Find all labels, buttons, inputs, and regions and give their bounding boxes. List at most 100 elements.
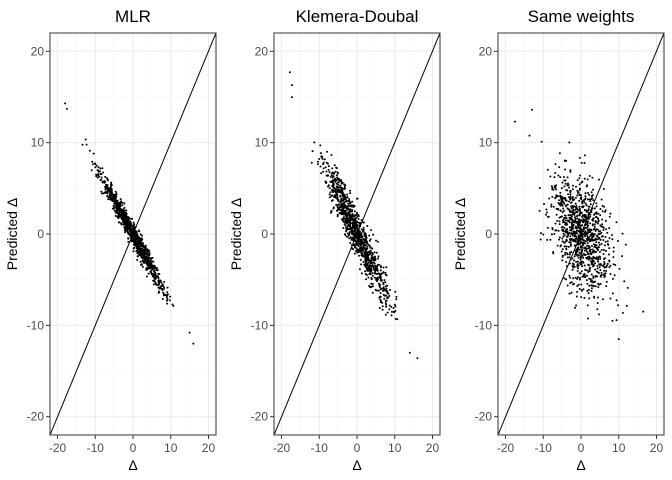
scatter-point — [592, 228, 595, 231]
scatter-point — [370, 270, 373, 273]
scatter-point — [362, 246, 364, 249]
scatter-point — [396, 318, 399, 321]
scatter-point — [557, 174, 560, 177]
scatter-point — [600, 271, 603, 274]
scatter-point — [393, 303, 396, 306]
scatter-point — [588, 198, 591, 201]
scatter-point — [607, 244, 610, 247]
scatter-point — [351, 224, 354, 227]
scatter-point — [346, 196, 349, 199]
scatter-point — [360, 244, 363, 247]
scatter-point — [344, 219, 347, 222]
scatter-point — [590, 289, 593, 292]
scatter-point — [593, 207, 596, 210]
scatter-point — [571, 204, 574, 207]
scatter-point — [353, 222, 356, 225]
scatter-point — [377, 289, 380, 292]
x-tick-label: 0 — [578, 441, 585, 455]
scatter-point — [606, 262, 609, 265]
scatter-point — [625, 304, 628, 307]
scatter-point — [577, 226, 580, 229]
scatter-point — [580, 161, 583, 164]
scatter-point — [114, 210, 117, 213]
scatter-point — [588, 256, 591, 259]
scatter-point — [349, 241, 352, 244]
scatter-point — [587, 263, 590, 266]
scatter-point — [141, 250, 144, 253]
scatter-point — [573, 255, 576, 258]
scatter-point — [91, 160, 94, 163]
x-axis-title: Δ — [352, 457, 361, 473]
scatter-point — [372, 265, 375, 268]
scatter-point — [333, 164, 336, 167]
scatter-point — [352, 204, 355, 207]
scatter-point — [582, 256, 585, 259]
scatter-point — [560, 250, 563, 253]
scatter-point — [152, 275, 155, 278]
scatter-point — [378, 263, 381, 266]
scatter-point — [589, 278, 592, 281]
scatter-point — [328, 170, 331, 173]
scatter-point — [327, 185, 330, 188]
scatter-point — [343, 185, 346, 188]
scatter-point — [100, 176, 103, 179]
scatter-point — [545, 211, 548, 214]
scatter-point — [566, 176, 569, 179]
scatter-point — [390, 310, 393, 313]
scatter-point — [322, 167, 325, 170]
scatter-point — [575, 251, 578, 254]
scatter-point — [152, 283, 155, 286]
scatter-point — [573, 221, 576, 224]
scatter-point — [560, 187, 563, 190]
scatter-point — [387, 292, 390, 295]
scatter-point — [379, 301, 382, 304]
scatter-point — [612, 277, 615, 280]
scatter-point — [85, 143, 88, 146]
scatter-point — [549, 175, 552, 178]
scatter-point — [612, 263, 615, 266]
scatter-point — [352, 238, 355, 241]
scatter-point — [565, 247, 568, 250]
scatter-point — [394, 317, 397, 320]
scatter-point — [581, 202, 584, 205]
scatter-point — [351, 200, 354, 203]
scatter-point — [385, 299, 388, 302]
scatter-point — [362, 221, 365, 224]
scatter-point — [583, 220, 586, 223]
scatter-point — [342, 216, 345, 219]
scatter-point — [332, 172, 335, 175]
scatter-point — [578, 207, 581, 210]
y-axis-title: Predicted Δ — [452, 198, 468, 270]
scatter-point — [579, 257, 582, 260]
scatter-point — [566, 219, 569, 222]
y-tick-label: 10 — [479, 136, 493, 150]
scatter-point — [607, 253, 610, 256]
scatter-point — [354, 231, 357, 234]
scatter-point — [586, 317, 589, 320]
scatter-point — [358, 240, 361, 243]
scatter-point — [571, 196, 574, 199]
scatter-point — [358, 254, 361, 257]
scatter-point — [569, 190, 572, 193]
scatter-point — [580, 230, 583, 233]
scatter-point — [343, 233, 346, 236]
scatter-point — [569, 169, 572, 172]
scatter-point — [147, 251, 150, 254]
scatter-point — [595, 241, 598, 244]
scatter-point — [615, 319, 618, 322]
scatter-point — [345, 229, 348, 232]
scatter-point — [572, 206, 575, 209]
scatter-point — [115, 195, 118, 198]
scatter-point — [137, 238, 140, 241]
scatter-point — [392, 311, 395, 313]
scatter-point — [124, 229, 127, 232]
scatter-point — [108, 187, 111, 190]
scatter-point — [586, 226, 589, 229]
scatter-point — [579, 174, 582, 177]
scatter-point — [359, 221, 362, 224]
scatter-point — [585, 237, 588, 240]
scatter-point — [615, 221, 618, 224]
scatter-point — [571, 227, 574, 230]
scatter-point — [573, 259, 576, 262]
scatter-point — [92, 152, 95, 155]
